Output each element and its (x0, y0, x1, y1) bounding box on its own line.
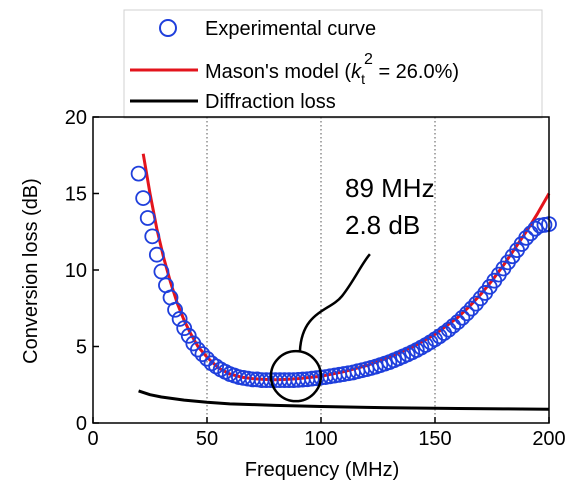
line-diffraction (138, 389, 550, 411)
point-experimental-71 (454, 309, 471, 326)
point-experimental-87 (527, 220, 544, 237)
point-experimental-73 (463, 300, 480, 317)
y-tick-label-20: 20 (65, 107, 87, 129)
y-tick-label-15: 15 (65, 184, 87, 206)
point-experimental-5 (153, 263, 170, 280)
x-tick-label-100: 100 (304, 428, 337, 450)
legend-label-mason: Mason's model (kt 2 = 26.0%) (205, 51, 459, 87)
legend: Experimental curve Mason's model (kt 2 = … (123, 9, 543, 119)
grid (206, 117, 436, 423)
ticks: 0 50 100 150 200 0 5 10 15 20 (65, 107, 566, 450)
point-experimental-70 (449, 314, 466, 330)
point-experimental-68 (440, 321, 457, 338)
legend-mason-sub: t (361, 71, 365, 87)
x-axis-label: Frequency (MHz) (245, 459, 399, 481)
point-experimental-69 (445, 317, 462, 334)
x-tick-label-150: 150 (418, 428, 451, 450)
annotation-loss: 2.8 dB (345, 210, 420, 240)
x-tick-label-50: 50 (196, 428, 218, 450)
point-experimental-75 (472, 290, 489, 307)
point-experimental-10 (176, 320, 193, 337)
legend-mason-prefix: Mason's model ( (205, 61, 351, 83)
point-experimental-17 (208, 358, 225, 375)
x-tick-label-0: 0 (87, 428, 98, 450)
legend-label-experimental: Experimental curve (205, 18, 376, 40)
x-tick-label-200: 200 (532, 428, 565, 450)
series-diffraction (138, 389, 550, 411)
point-experimental-15 (199, 350, 215, 367)
legend-marker-experimental (159, 19, 177, 37)
legend-mason-k: k (351, 61, 362, 83)
legend-mason-suffix: = 26.0%) (373, 61, 459, 83)
point-experimental-1 (135, 190, 152, 206)
point-experimental-11 (180, 327, 197, 344)
annotation-leader-line (298, 253, 371, 352)
y-tick-label-5: 5 (76, 337, 87, 359)
y-tick-label-0: 0 (76, 413, 87, 435)
series-experimental (130, 165, 557, 389)
point-experimental-14 (194, 346, 211, 363)
point-experimental-13 (189, 341, 206, 358)
point-experimental-72 (459, 305, 475, 322)
annotation-frequency: 89 MHz (345, 173, 435, 203)
annotation: 89 MHz 2.8 dB (269, 173, 435, 403)
point-experimental-85 (518, 229, 535, 246)
legend-label-diffraction: Diffraction loss (205, 91, 336, 113)
y-axis-label: Conversion loss (dB) (20, 178, 42, 364)
y-tick-label-10: 10 (65, 260, 87, 282)
annotation-circle (269, 349, 323, 403)
point-experimental-2 (139, 210, 156, 226)
point-experimental-9 (171, 311, 188, 327)
legend-mason-sup: 2 (364, 51, 373, 68)
point-experimental-4 (148, 246, 165, 263)
point-experimental-0 (130, 165, 147, 182)
point-experimental-3 (144, 228, 161, 245)
point-experimental-74 (468, 295, 484, 312)
point-experimental-86 (522, 225, 539, 242)
plot-area: 89 MHz 2.8 dB 0 50 100 150 200 0 5 10 15 20 (65, 107, 566, 450)
point-experimental-8 (167, 301, 183, 318)
